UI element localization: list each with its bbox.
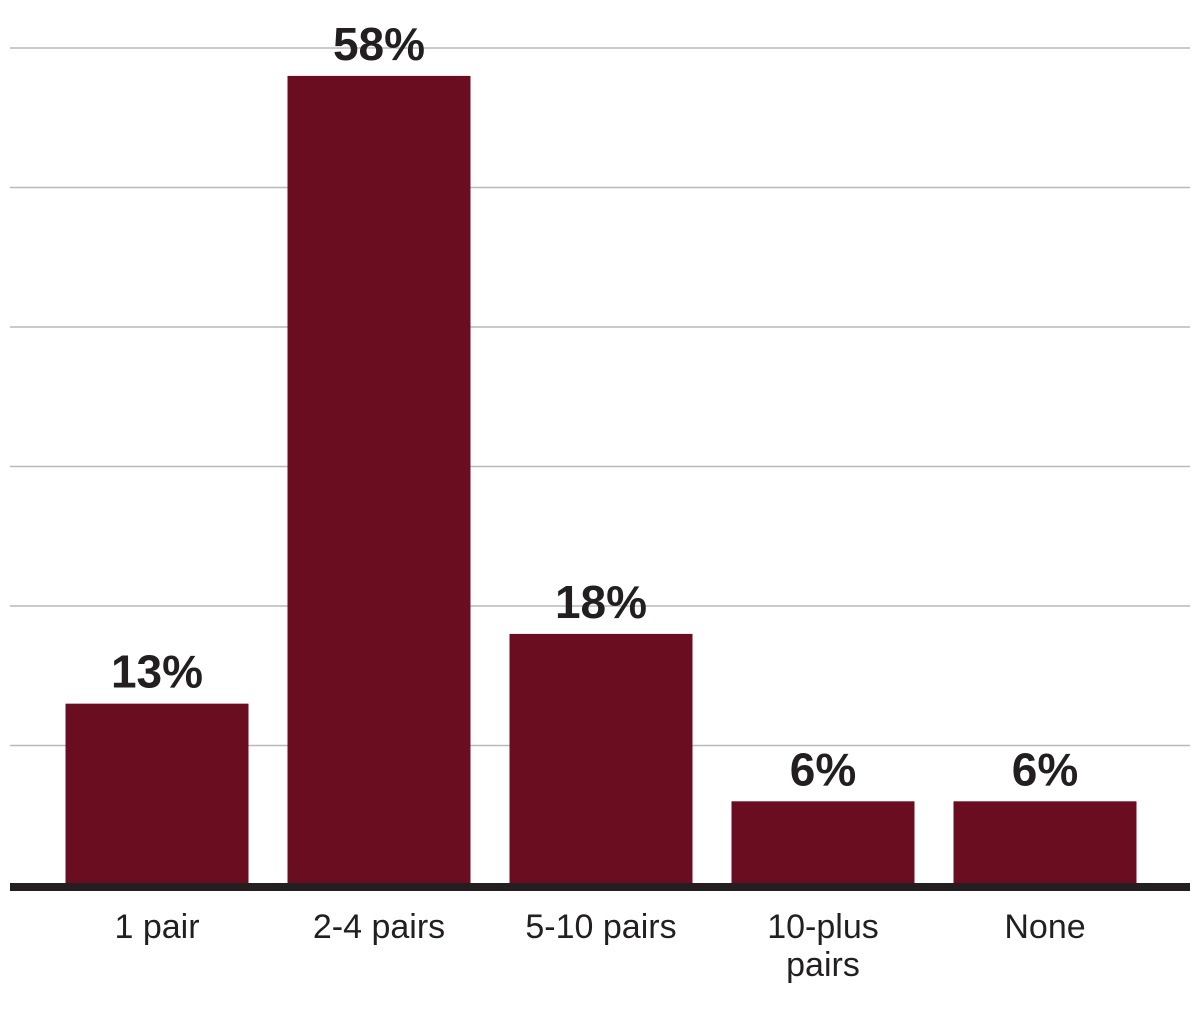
category-label: 5-10 pairs	[525, 908, 676, 946]
category-label: None	[1004, 908, 1085, 946]
category-label: 2-4 pairs	[313, 908, 445, 946]
gridlines	[10, 47, 1190, 747]
bar-value-label: 18%	[555, 576, 647, 628]
value-labels: 13% 58% 18% 6% 6%	[111, 18, 1078, 795]
x-axis	[10, 883, 1190, 891]
bar	[731, 801, 915, 885]
bar	[287, 75, 471, 885]
category-label: 1 pair	[114, 908, 199, 946]
bar-value-label: 13%	[111, 646, 203, 698]
bar-value-label: 58%	[333, 18, 425, 70]
bar	[509, 633, 693, 885]
bar-value-label: 6%	[790, 743, 856, 795]
bar-value-label: 6%	[1012, 743, 1078, 795]
category-label: 10-plus pairs	[767, 908, 879, 984]
x-axis-baseline	[10, 883, 1190, 891]
bar	[65, 703, 249, 885]
bars	[65, 75, 1137, 885]
bar	[953, 801, 1137, 885]
category-labels: 1 pair 2-4 pairs 5-10 pairs 10-plus pairs Non…	[114, 908, 1085, 984]
